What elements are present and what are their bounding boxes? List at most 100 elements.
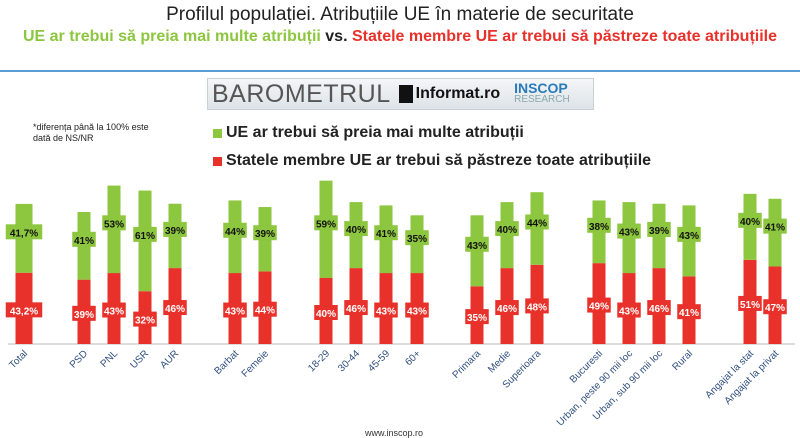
- category-label: PSD: [68, 348, 90, 370]
- category-label: 60+: [403, 348, 423, 368]
- category-label: 18-29: [306, 348, 332, 374]
- label-red: 46%: [497, 304, 517, 315]
- chart-title: Profilul populației. Atribuțiile UE în m…: [166, 4, 634, 25]
- category-label: AUR: [158, 348, 181, 371]
- label-red-bg: [617, 302, 641, 318]
- label-green: 39%: [165, 226, 185, 237]
- label-green: 40%: [740, 217, 760, 228]
- subtitle-vs: vs.: [325, 28, 348, 45]
- label-red-bg: [314, 305, 338, 320]
- label-green-bg: [738, 212, 762, 228]
- label-green: 41%: [765, 223, 785, 234]
- divider: [0, 70, 800, 72]
- label-red: 46%: [649, 304, 669, 315]
- category-label: Primara: [451, 348, 484, 381]
- label-red: 46%: [165, 304, 185, 315]
- label-green: 43%: [619, 228, 639, 239]
- label-red-bg: [102, 302, 126, 318]
- subtitle-red: Statele membre UE ar trebui să păstreze …: [351, 28, 778, 45]
- label-green: 61%: [135, 231, 155, 242]
- label-red-bg: [525, 298, 549, 314]
- label-green-bg: [253, 225, 277, 241]
- label-green: 53%: [104, 219, 124, 230]
- category-label: PNL: [99, 348, 121, 370]
- legend-swatch: [213, 156, 222, 166]
- label-red-bg: [677, 304, 701, 320]
- label-green: 38%: [589, 222, 609, 233]
- label-red-bg: [405, 302, 429, 318]
- label-green: 39%: [649, 226, 669, 237]
- label-red: 43%: [619, 307, 639, 318]
- label-red: 51%: [740, 300, 760, 311]
- label-green: 40%: [497, 225, 517, 236]
- label-green-bg: [133, 226, 157, 242]
- label-red-bg: [72, 305, 96, 321]
- label-red-bg: [5, 302, 43, 318]
- chart-subtitle: UE ar trebui să preia mai multe atribuți…: [0, 27, 800, 46]
- informat-icon: [398, 85, 413, 103]
- label-green: 41%: [74, 236, 94, 247]
- category-label: Rural: [670, 348, 695, 373]
- label-green-bg: [465, 236, 489, 252]
- category-label: Medie: [486, 348, 513, 375]
- footer-url: www.inscop.ro: [365, 428, 424, 438]
- label-green-bg: [763, 218, 787, 234]
- subtitle-green: UE ar trebui să preia mai multe atribuți…: [22, 28, 321, 45]
- label-red-bg: [763, 299, 787, 315]
- label-red-bg: [495, 300, 519, 316]
- label-green-bg: [344, 221, 368, 237]
- label-red: 43%: [407, 307, 427, 318]
- label-green-bg: [163, 221, 187, 237]
- label-green-bg: [102, 215, 126, 231]
- label-red-bg: [344, 300, 368, 316]
- category-label: 30-44: [336, 348, 362, 374]
- label-green-bg: [677, 226, 701, 242]
- label-green: 41%: [376, 229, 396, 240]
- label-red-bg: [374, 302, 398, 318]
- label-red-bg: [647, 300, 671, 316]
- label-red: 44%: [255, 306, 275, 317]
- label-green: 35%: [407, 234, 427, 245]
- logo-banner: BAROMETRUL Informat.ro INSCOP RESEARCH: [207, 78, 594, 110]
- label-red: 46%: [346, 304, 366, 315]
- label-red: 41%: [679, 308, 699, 319]
- label-red-bg: [587, 297, 611, 313]
- label-red: 43%: [225, 307, 245, 318]
- label-red: 39%: [74, 310, 94, 321]
- category-label: 45-59: [366, 348, 392, 374]
- label-green-bg: [314, 215, 338, 231]
- label-red-bg: [738, 295, 762, 311]
- label-green: 40%: [346, 225, 366, 236]
- label-green-bg: [374, 225, 398, 241]
- label-red: 49%: [589, 302, 609, 313]
- label-green: 41,7%: [10, 228, 38, 239]
- label-red: 43%: [376, 307, 396, 318]
- label-red-bg: [223, 302, 247, 318]
- inscop-logo: INSCOP RESEARCH: [514, 80, 570, 105]
- category-label: Total: [7, 348, 30, 371]
- label-green-bg: [223, 222, 247, 238]
- label-green: 43%: [467, 241, 487, 252]
- label-green-bg: [647, 221, 671, 237]
- label-green-bg: [495, 221, 519, 237]
- label-red: 48%: [527, 302, 547, 313]
- informat-logo: Informat.ro: [398, 85, 500, 103]
- label-green: 39%: [255, 229, 275, 240]
- label-red: 32%: [135, 316, 155, 327]
- label-green-bg: [617, 223, 641, 239]
- label-red-bg: [465, 309, 489, 325]
- category-label: Barbat: [213, 348, 242, 377]
- label-red: 43,2%: [10, 306, 38, 317]
- label-green: 44%: [527, 219, 547, 230]
- label-red: 43%: [104, 307, 124, 318]
- label-green-bg: [5, 224, 43, 240]
- label-green-bg: [525, 214, 549, 230]
- category-label: USR: [128, 348, 151, 371]
- label-green-bg: [405, 230, 429, 246]
- label-red-bg: [253, 301, 277, 317]
- label-red: 40%: [316, 309, 336, 320]
- label-green: 44%: [225, 227, 245, 238]
- barometru-logo: BAROMETRUL: [212, 79, 391, 108]
- footnote: *diferența până la 100% este dată de NS/…: [33, 122, 149, 143]
